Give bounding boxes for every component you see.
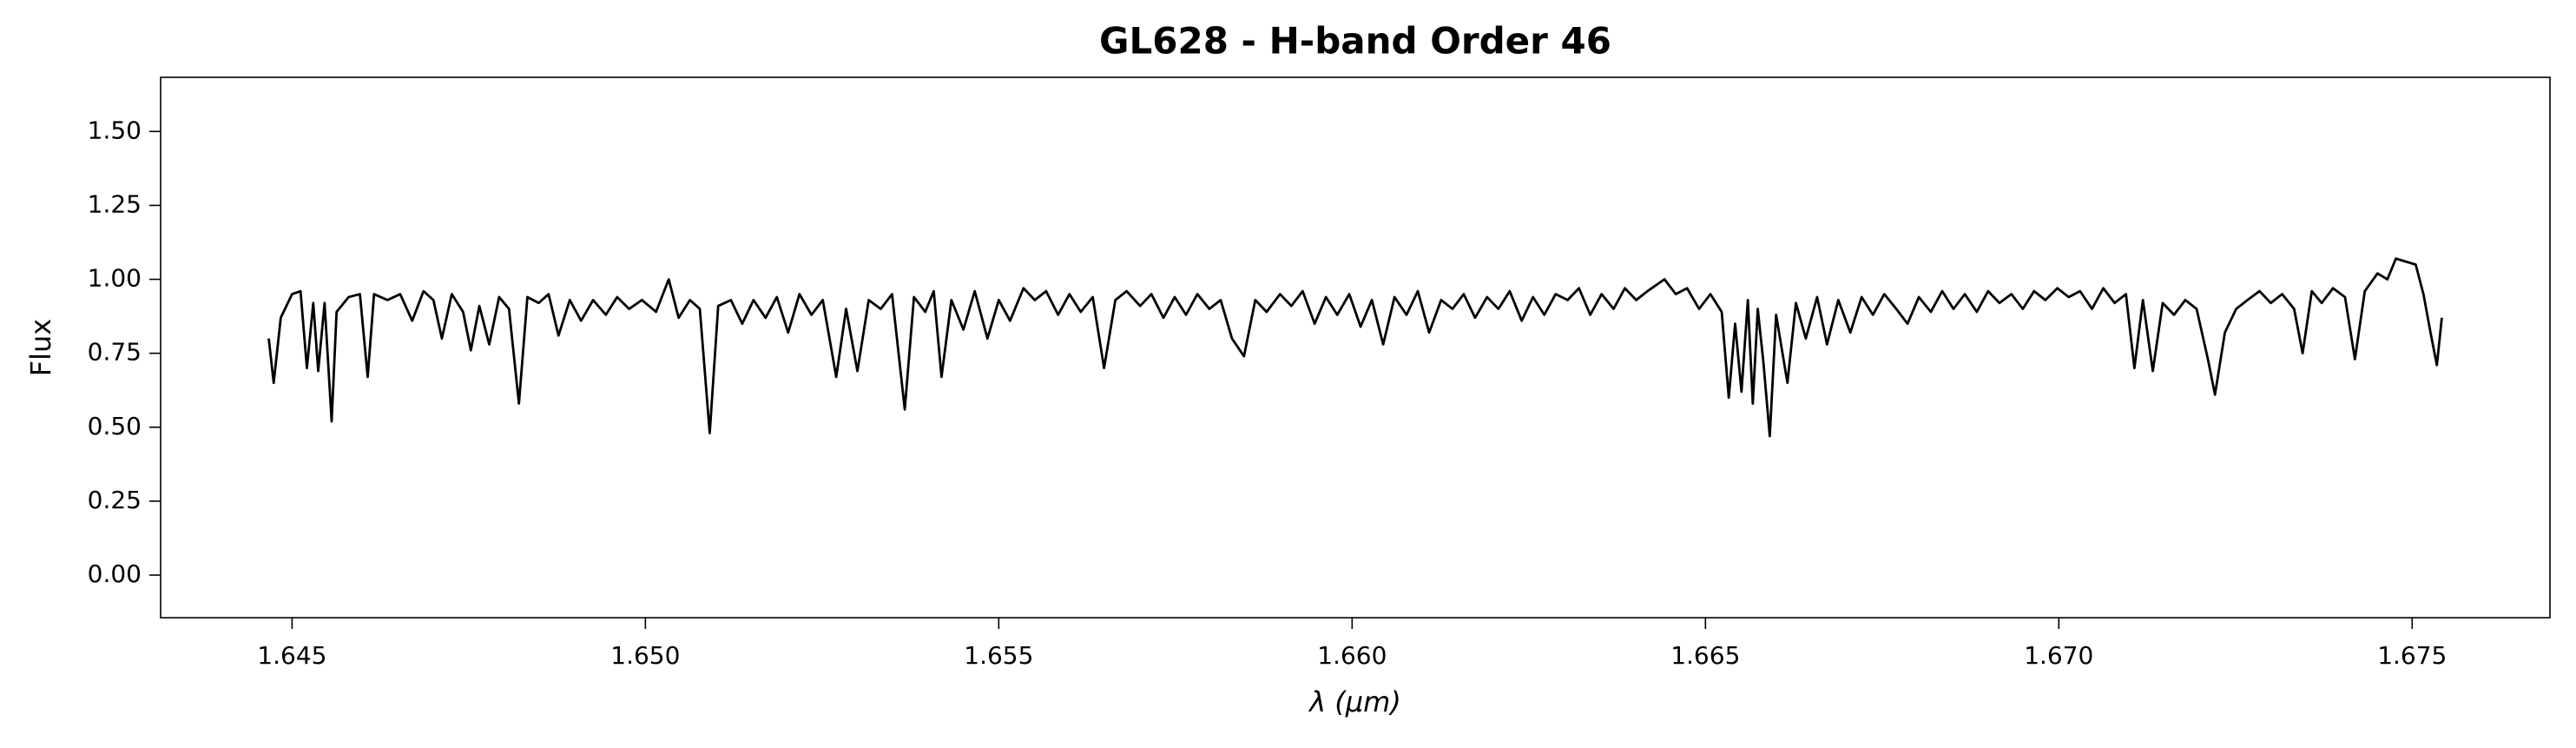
y-tick-label: 0.75 (88, 338, 142, 367)
y-tick-label: 1.50 (88, 116, 142, 144)
x-tick-label: 1.670 (2024, 641, 2093, 670)
x-tick-label: 1.660 (1317, 641, 1387, 670)
x-tick-label: 1.675 (2377, 641, 2447, 670)
y-tick-label: 1.00 (88, 264, 142, 293)
x-tick-label: 1.650 (610, 641, 680, 670)
y-tick-label: 1.25 (88, 189, 142, 218)
y-tick-label: 0.25 (88, 486, 142, 514)
chart-title: GL628 - H-band Order 46 (1099, 20, 1611, 63)
y-tick-label: 0.50 (88, 412, 142, 440)
y-tick-label: 0.00 (88, 559, 142, 588)
x-tick-label: 1.665 (1670, 641, 1740, 670)
x-tick-label: 1.655 (964, 641, 1033, 670)
plot-frame (160, 76, 2551, 619)
y-axis-label: Flux (24, 319, 57, 377)
spectrum-line (267, 257, 2443, 438)
x-tick-label: 1.645 (257, 641, 326, 670)
x-axis-label: λ (μm) (1308, 685, 1401, 718)
